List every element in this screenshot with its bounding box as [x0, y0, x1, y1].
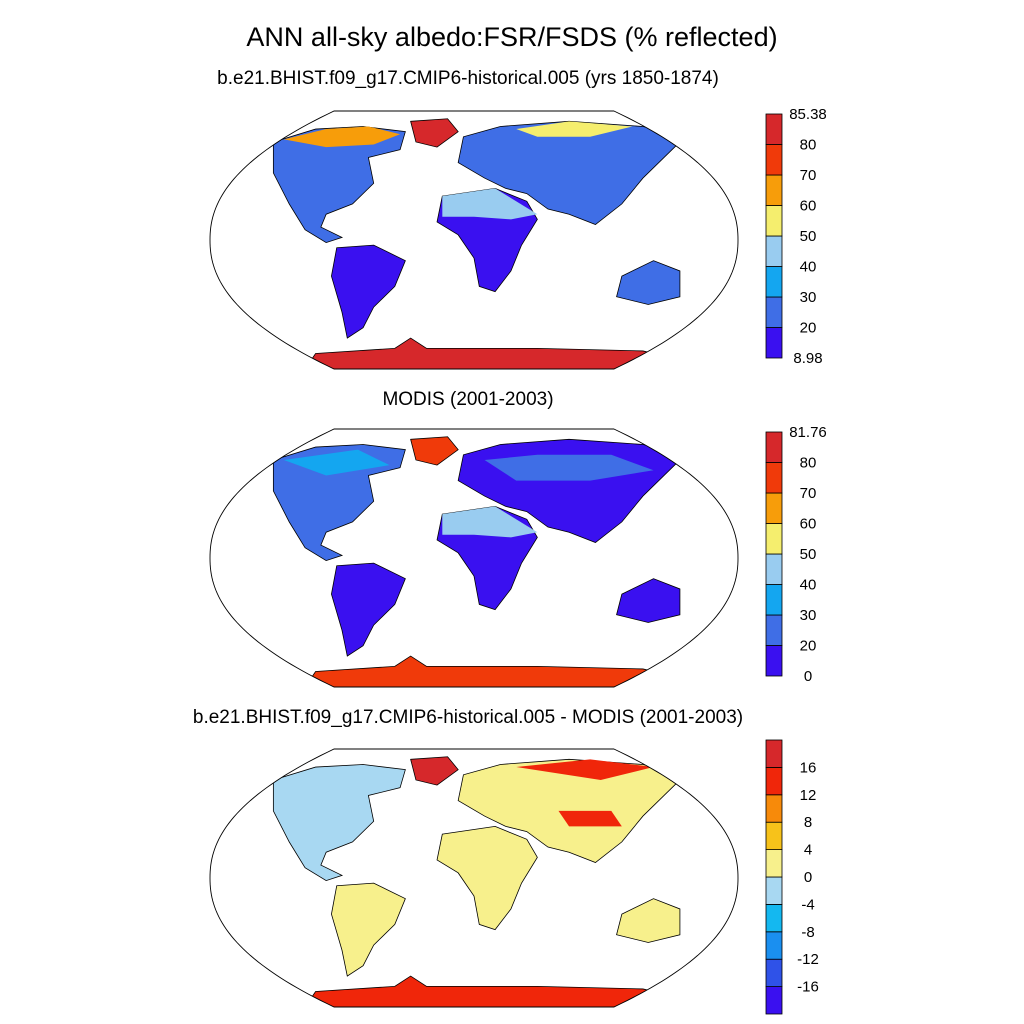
australia-region	[616, 898, 681, 943]
colorbar-label-6: 4	[804, 842, 812, 859]
colorbar-label-5: 0	[804, 869, 812, 886]
colorbar-label-3: 40	[800, 259, 817, 276]
colorbar-label-4: 50	[800, 546, 817, 563]
sahara-albedo	[442, 188, 538, 220]
colorbar-label-6: 70	[800, 167, 817, 184]
colorbar-box-6	[765, 144, 783, 176]
panel-2-map	[209, 428, 739, 688]
panel-2-title: MODIS (2001-2003)	[382, 389, 554, 410]
colorbar-label-3: -8	[801, 924, 814, 941]
colorbar-box-3	[765, 235, 783, 267]
colorbar-box-2	[765, 931, 783, 960]
colorbar-box-4	[765, 523, 783, 555]
colorbar-box-1	[765, 614, 783, 646]
africa-region	[436, 825, 538, 931]
colorbar-box-6	[765, 821, 783, 850]
canada-difference	[294, 767, 379, 788]
panel-1-title: b.e21.BHIST.f09_g17.CMIP6-historical.005…	[217, 68, 719, 89]
europe-asia-region	[457, 758, 686, 863]
greenland-region	[410, 118, 459, 148]
colorbar-box-0	[765, 645, 783, 677]
colorbar-label-4: -4	[801, 896, 814, 913]
sahara-albedo	[442, 506, 538, 538]
panel-1-map	[209, 110, 739, 370]
colorbar-box-4	[765, 205, 783, 237]
north-america-region	[272, 126, 406, 244]
colorbar-box-5	[765, 174, 783, 206]
australia-region	[616, 260, 681, 305]
colorbar-box-0	[765, 327, 783, 359]
colorbar-label-2: -12	[797, 951, 819, 968]
colorbar-box-1	[765, 296, 783, 328]
colorbar-label-7: 80	[800, 137, 817, 154]
boreal-forest-albedo	[484, 454, 654, 481]
colorbar-label-5: 60	[800, 516, 817, 533]
tibet-difference	[558, 810, 622, 827]
colorbar-box-7	[765, 431, 783, 463]
land-layer	[272, 756, 692, 1007]
south-america-region	[331, 244, 406, 339]
land-layer	[272, 118, 692, 369]
panel-2-colorbar: 0 20 30 40 50 60 70 80 81.76	[765, 424, 827, 685]
colorbar-box-0	[765, 986, 783, 1015]
greenland-region	[410, 436, 459, 466]
south-america-region	[331, 882, 406, 977]
australia-region	[616, 578, 681, 623]
colorbar-label-5: 60	[800, 198, 817, 215]
colorbar-box-5	[765, 492, 783, 524]
colorbar-box-5	[765, 849, 783, 878]
antarctica-region	[304, 975, 692, 1007]
north-america-region	[272, 764, 406, 882]
map-outline	[209, 748, 739, 1008]
colorbar-box-7	[765, 794, 783, 823]
south-america-region	[331, 562, 406, 657]
colorbar-label-7: 8	[804, 814, 812, 831]
arctic-siberia-albedo	[516, 121, 633, 137]
north-america-region	[272, 444, 406, 562]
colorbar-label-8: 81.76	[789, 424, 827, 441]
panel-3-colorbar: -16 -12 -8 -4 0 4 8 12 16	[765, 739, 819, 1015]
colorbar-box-1	[765, 958, 783, 987]
colorbar-box-9	[765, 739, 783, 768]
colorbar-label-8: 85.38	[789, 106, 827, 123]
greenland-region	[410, 756, 459, 786]
antarctica-region	[304, 655, 692, 687]
panel-3-map	[209, 748, 739, 1008]
colorbar-label-2: 30	[800, 289, 817, 306]
colorbar-label-0: 0	[804, 668, 812, 685]
europe-asia-region	[457, 120, 686, 225]
arctic-canada-albedo	[283, 126, 401, 148]
colorbar-box-2	[765, 584, 783, 616]
colorbar-label-1: -16	[797, 979, 819, 996]
map-outline	[209, 110, 739, 370]
colorbar-label-0: 8.98	[793, 350, 822, 367]
colorbar-label-8: 12	[800, 787, 817, 804]
colorbar-box-2	[765, 266, 783, 298]
colorbar-box-6	[765, 462, 783, 494]
map-outline	[209, 428, 739, 688]
colorbar-box-7	[765, 113, 783, 145]
land-layer	[272, 436, 692, 687]
panel-1-colorbar: 8.98 20 30 40 50 60 70 80 85.38	[765, 106, 827, 367]
colorbar-label-1: 20	[800, 638, 817, 655]
canada-albedo	[283, 449, 390, 476]
colorbar-label-4: 50	[800, 228, 817, 245]
colorbar-label-9: 16	[800, 759, 817, 776]
colorbar-box-3	[765, 553, 783, 585]
colorbar-box-8	[765, 767, 783, 796]
antarctica-region	[304, 337, 692, 369]
colorbar-label-6: 70	[800, 485, 817, 502]
figure-title: ANN all-sky albedo:FSR/FSDS (% reflected…	[246, 22, 778, 52]
colorbar-box-4	[765, 876, 783, 905]
colorbar-label-3: 40	[800, 577, 817, 594]
arctic-siberia-difference	[516, 759, 654, 780]
colorbar-box-3	[765, 903, 783, 933]
colorbar-label-2: 30	[800, 607, 817, 624]
colorbar-label-1: 20	[800, 320, 817, 337]
colorbar-label-7: 80	[800, 455, 817, 472]
panel-3-title: b.e21.BHIST.f09_g17.CMIP6-historical.005…	[192, 707, 744, 728]
